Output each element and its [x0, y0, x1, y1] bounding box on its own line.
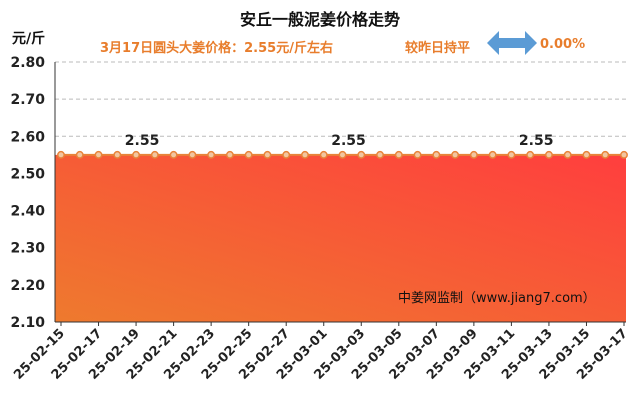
price-subtitle: 3月17日圆头大姜价格：2.55元/斤左右 [100, 41, 333, 56]
price-marker [620, 150, 628, 159]
price-marker [357, 150, 366, 159]
y-tick-label: 2.50 [10, 166, 45, 182]
price-marker [582, 150, 591, 159]
compare-text: 较昨日持平 [405, 41, 471, 56]
price-marker [601, 150, 610, 159]
y-tick-label: 2.30 [10, 241, 45, 257]
price-marker [57, 150, 65, 159]
price-marker [544, 150, 553, 159]
x-tick-labels: 25-02-1525-02-1725-02-1925-02-2125-02-23… [11, 326, 631, 383]
y-tick-label: 2.20 [10, 278, 45, 294]
y-tick-label: 2.70 [10, 92, 45, 108]
price-marker [225, 150, 234, 159]
watermark: 中姜网监制（www.jiang7.com） [398, 291, 596, 306]
price-marker [451, 150, 460, 159]
price-marker [394, 150, 403, 159]
double-arrow-icon [487, 31, 537, 55]
price-marker [432, 150, 441, 159]
y-tick-label: 2.10 [10, 315, 45, 331]
unit-label: 元/斤 [12, 31, 46, 47]
price-marker [75, 150, 84, 159]
chart-title: 安丘一般泥姜价格走势 [239, 10, 400, 29]
price-marker [94, 150, 103, 159]
price-marker [132, 150, 141, 159]
y-tick-label: 2.40 [10, 204, 45, 220]
data-label: 2.55 [125, 133, 160, 149]
price-marker [376, 150, 384, 159]
axes [54, 62, 626, 326]
data-label: 2.55 [519, 133, 554, 149]
price-marker [244, 150, 253, 159]
price-marker [413, 150, 422, 159]
price-marker [507, 150, 516, 159]
data-labels: 2.55 2.55 2.55 [125, 133, 554, 149]
change-percent: 0.00% [540, 37, 586, 52]
price-marker [282, 150, 291, 159]
price-marker [169, 150, 178, 159]
y-tick-label: 2.80 [10, 55, 45, 71]
price-markers [57, 150, 628, 159]
price-marker [188, 150, 197, 159]
data-label: 2.55 [331, 133, 366, 149]
price-marker [469, 150, 478, 159]
y-tick-labels: 2.10 2.20 2.30 2.40 2.50 2.60 2.70 2.80 [10, 55, 45, 331]
price-marker [207, 150, 216, 159]
price-marker [563, 150, 572, 159]
price-marker [488, 150, 497, 159]
price-marker [338, 150, 347, 159]
price-marker [263, 150, 272, 159]
price-marker [113, 150, 122, 159]
y-tick-label: 2.60 [10, 129, 45, 145]
price-marker [319, 150, 328, 159]
price-area [55, 154, 626, 322]
price-marker [150, 150, 159, 159]
price-marker [526, 150, 535, 159]
price-marker [301, 150, 309, 159]
